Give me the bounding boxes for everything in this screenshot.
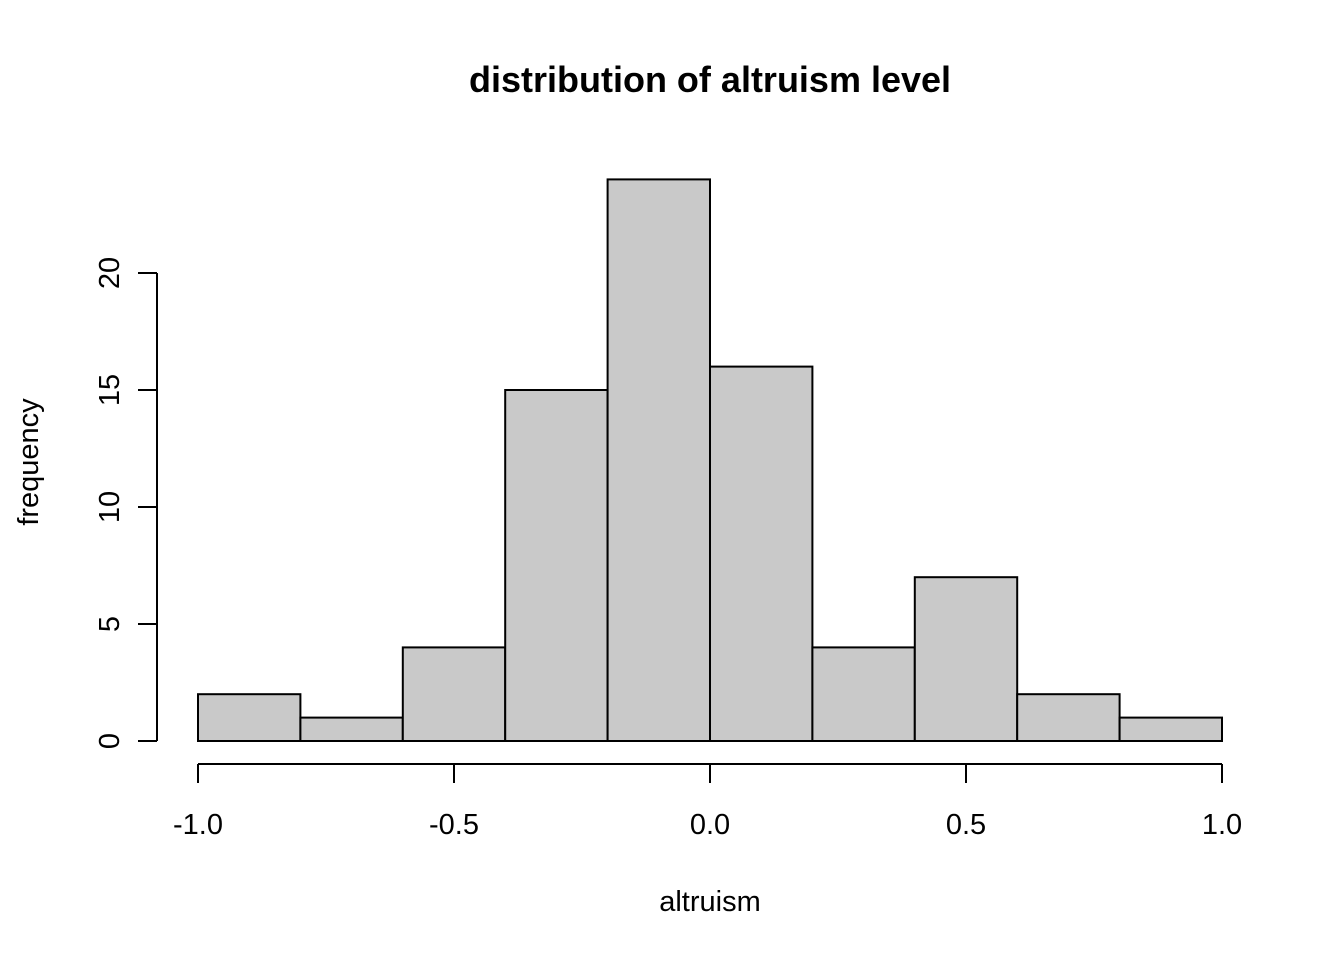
histogram-bar-5 <box>709 365 814 742</box>
x-tick-label-2: 0.0 <box>690 809 730 841</box>
histogram-bar-0 <box>197 693 302 743</box>
x-tick-label-0: -1.0 <box>173 809 223 841</box>
histogram-bar-9 <box>1118 716 1223 742</box>
y-tick-label-3: 15 <box>94 374 126 406</box>
y-tick-label-1: 5 <box>94 616 126 632</box>
histogram-bar-1 <box>299 716 404 742</box>
histogram-bar-8 <box>1016 693 1121 743</box>
histogram-bar-3 <box>504 389 609 742</box>
y-tick-label-4: 20 <box>94 257 126 289</box>
histogram-bar-4 <box>606 178 711 742</box>
x-axis-label: altruism <box>659 886 761 918</box>
y-tick-label-0: 0 <box>94 733 126 749</box>
x-axis: -1.0 -0.5 0.0 0.5 1.0 <box>173 763 1242 841</box>
x-tick-label-1: -0.5 <box>429 809 479 841</box>
y-axis: 0 5 10 15 20 <box>94 257 158 749</box>
y-tick-label-2: 10 <box>94 491 126 523</box>
x-tick-label-4: 1.0 <box>1202 809 1242 841</box>
histogram-bar-7 <box>913 576 1019 743</box>
y-axis-label: frequency <box>13 398 45 526</box>
chart-title: distribution of altruism level <box>469 59 951 100</box>
histogram-bar-2 <box>401 646 507 743</box>
histogram-bar-6 <box>811 646 916 743</box>
bars-group <box>197 178 1223 743</box>
x-tick-label-3: 0.5 <box>946 809 986 841</box>
